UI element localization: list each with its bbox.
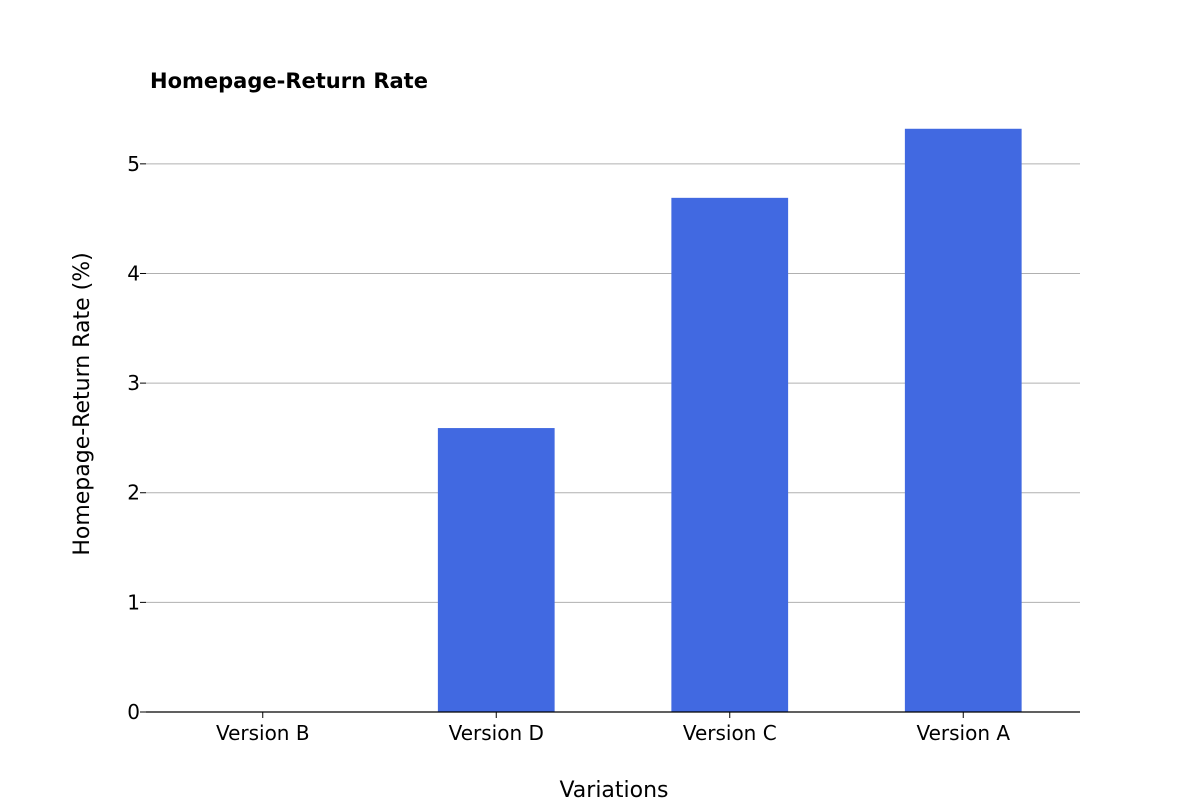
bars: [437, 128, 1022, 712]
y-tick-label: 0: [127, 700, 140, 724]
y-tick-label: 3: [127, 371, 140, 395]
x-tick-label: Version B: [216, 721, 310, 745]
x-ticks: Version B Version D Version C Version A: [216, 712, 1010, 745]
x-tick-label: Version A: [916, 721, 1010, 745]
bar-version-c: [671, 197, 789, 712]
y-axis-label: Homepage-Return Rate (%): [70, 252, 95, 555]
chart-title: Homepage-Return Rate: [150, 69, 428, 93]
bar-version-a: [904, 128, 1022, 712]
y-tick-label: 2: [127, 481, 140, 505]
y-ticks: 0 1 2 3 4 5: [127, 152, 146, 724]
y-tick-label: 5: [127, 152, 140, 176]
x-tick-label: Version C: [683, 721, 777, 745]
x-axis-label: Variations: [559, 778, 668, 800]
y-tick-label: 1: [127, 590, 140, 614]
bar-version-d: [437, 428, 555, 712]
y-tick-label: 4: [127, 261, 140, 285]
x-tick-label: Version D: [449, 721, 544, 745]
